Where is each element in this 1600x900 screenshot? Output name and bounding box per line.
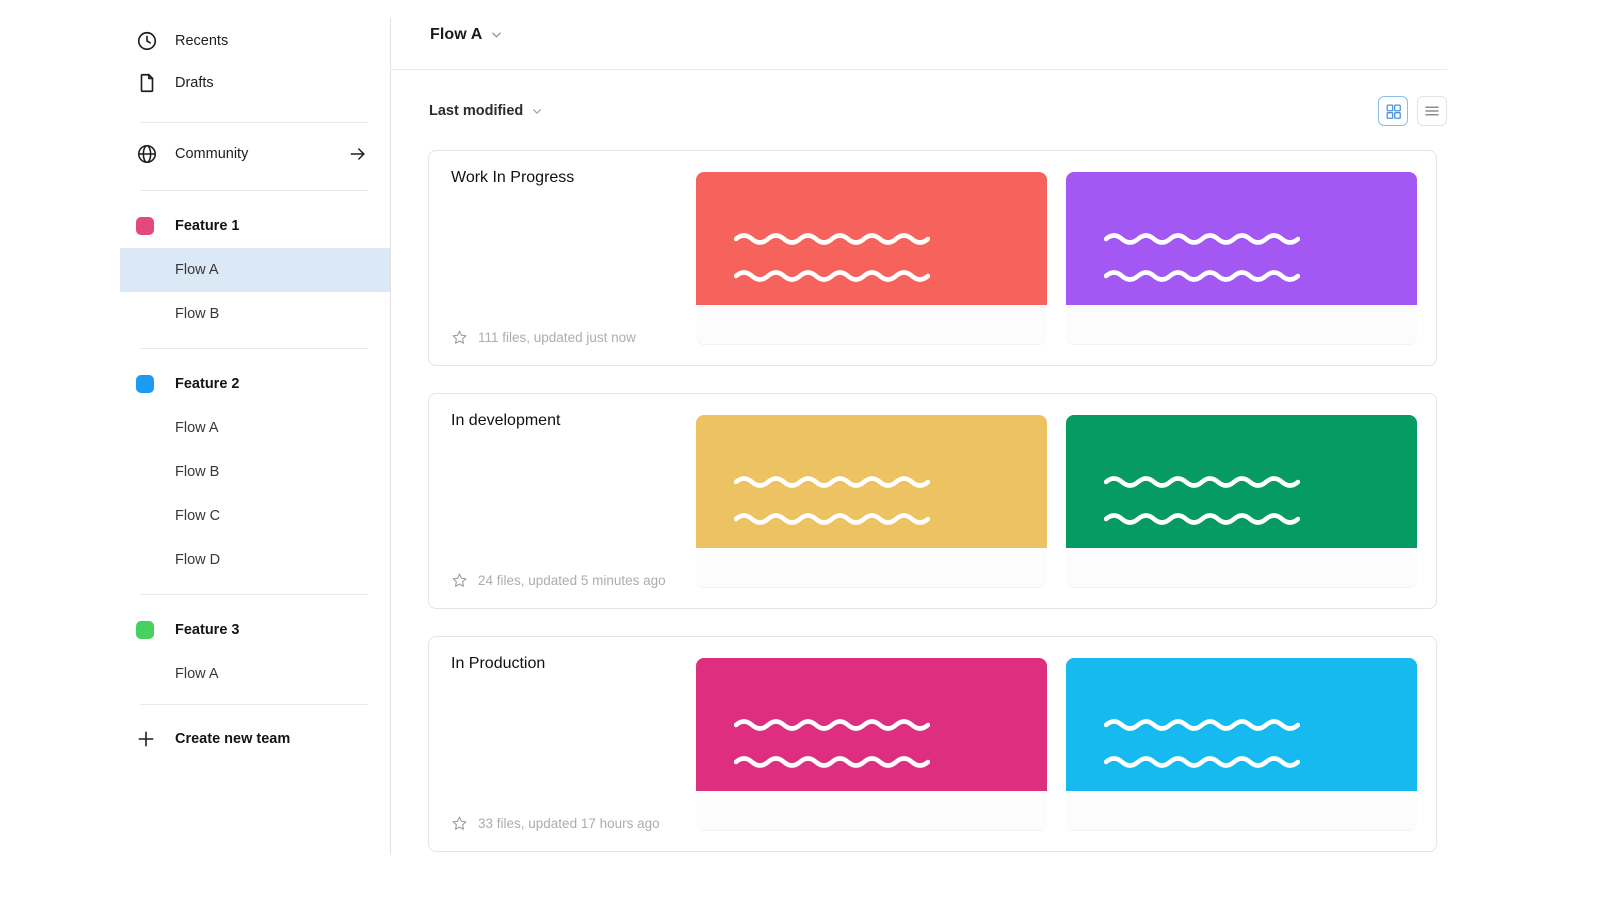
team-color-swatch [136, 217, 154, 235]
file-thumbnail[interactable] [1066, 658, 1417, 831]
project-title: In development [451, 412, 561, 429]
star-icon[interactable] [451, 329, 468, 346]
squiggle-line [734, 476, 930, 488]
sidebar-divider [140, 704, 368, 705]
squiggle-line [1104, 476, 1300, 488]
file-thumbnail[interactable] [1066, 415, 1417, 588]
flow-label: Flow C [175, 508, 221, 524]
sidebar-item-feature2-flow-d[interactable]: Flow D [120, 538, 390, 582]
sidebar-item-feature1-flow-a[interactable]: Flow A [120, 248, 390, 292]
team-name: Feature 1 [175, 218, 240, 234]
project-title: In Production [451, 655, 546, 672]
create-team-label: Create new team [175, 731, 291, 747]
create-new-team-button[interactable]: Create new team [0, 718, 390, 760]
sidebar-divider [140, 122, 368, 123]
thumbnails [696, 658, 1417, 831]
sidebar-divider [140, 190, 368, 191]
sidebar: Recents Drafts Community Feature 1 Flow … [0, 0, 390, 900]
star-icon[interactable] [451, 572, 468, 589]
sidebar-item-label: Recents [175, 33, 229, 49]
project-title: Work In Progress [451, 169, 575, 186]
squiggle-line [1104, 719, 1300, 731]
document-icon [136, 72, 158, 94]
thumbnail-footer [1066, 791, 1417, 831]
page-title[interactable]: Flow A [430, 25, 483, 43]
sidebar-item-recents[interactable]: Recents [0, 20, 390, 62]
sidebar-team-feature-2[interactable]: Feature 2 [0, 362, 390, 406]
sidebar-item-drafts[interactable]: Drafts [0, 62, 390, 104]
project-meta-text: 111 files, updated just now [478, 330, 636, 345]
main-content: Flow A Last modified Work In Progress [391, 0, 1447, 852]
squiggle-line [1104, 513, 1300, 525]
view-toggles [1378, 96, 1447, 126]
clock-icon [136, 30, 158, 52]
thumbnails [696, 415, 1417, 588]
project-card-in-production[interactable]: In Production 33 files, updated 17 hours… [428, 636, 1437, 852]
sidebar-main-divider [390, 18, 391, 855]
file-thumbnail[interactable] [1066, 172, 1417, 345]
sidebar-item-feature2-flow-c[interactable]: Flow C [120, 494, 390, 538]
thumbnail-footer [696, 791, 1047, 831]
team-name: Feature 2 [175, 376, 240, 392]
sidebar-item-feature2-flow-a[interactable]: Flow A [120, 406, 390, 450]
list-view-button[interactable] [1417, 96, 1447, 126]
flow-label: Flow A [175, 666, 219, 682]
file-thumbnail[interactable] [696, 415, 1047, 588]
squiggle-line [734, 513, 930, 525]
sidebar-team-feature-3[interactable]: Feature 3 [0, 608, 390, 652]
squiggle-line [734, 233, 930, 245]
chevron-down-icon [532, 108, 542, 115]
sidebar-item-label: Community [175, 146, 249, 162]
sort-label: Last modified [429, 103, 524, 119]
flow-label: Flow A [175, 420, 219, 436]
squiggle-line [734, 270, 930, 282]
toolbar: Last modified [391, 96, 1447, 126]
squiggle-line [1104, 756, 1300, 768]
sidebar-item-label: Drafts [175, 75, 214, 91]
project-list: Work In Progress 111 files, updated just… [391, 150, 1447, 852]
team-name: Feature 3 [175, 622, 240, 638]
sidebar-item-feature1-flow-b[interactable]: Flow B [120, 292, 390, 336]
sidebar-item-feature2-flow-b[interactable]: Flow B [120, 450, 390, 494]
project-meta: 111 files, updated just now [451, 329, 636, 346]
chevron-down-icon[interactable] [491, 31, 502, 39]
thumbnail-footer [696, 305, 1047, 345]
sort-dropdown[interactable]: Last modified [429, 103, 542, 119]
project-card-work-in-progress[interactable]: Work In Progress 111 files, updated just… [428, 150, 1437, 366]
thumbnail-footer [696, 548, 1047, 588]
squiggle-line [734, 756, 930, 768]
sidebar-divider [140, 594, 368, 595]
flow-label: Flow B [175, 464, 220, 480]
thumbnails [696, 172, 1417, 345]
project-meta-text: 33 files, updated 17 hours ago [478, 816, 660, 831]
squiggle-line [734, 719, 930, 731]
flow-label: Flow B [175, 306, 220, 322]
star-icon[interactable] [451, 815, 468, 832]
file-thumbnail[interactable] [696, 172, 1047, 345]
flow-label: Flow A [175, 262, 219, 278]
project-meta: 33 files, updated 17 hours ago [451, 815, 660, 832]
globe-icon [136, 143, 158, 165]
arrow-right-icon[interactable] [348, 144, 368, 164]
project-card-in-development[interactable]: In development 24 files, updated 5 minut… [428, 393, 1437, 609]
sidebar-divider [140, 348, 368, 349]
team-color-swatch [136, 375, 154, 393]
project-meta-text: 24 files, updated 5 minutes ago [478, 573, 666, 588]
main-header: Flow A [391, 0, 1447, 70]
sidebar-item-community[interactable]: Community [0, 133, 390, 175]
file-thumbnail[interactable] [696, 658, 1047, 831]
squiggle-line [1104, 233, 1300, 245]
squiggle-line [1104, 270, 1300, 282]
sidebar-team-feature-1[interactable]: Feature 1 [0, 204, 390, 248]
sidebar-item-feature3-flow-a[interactable]: Flow A [120, 652, 390, 696]
team-color-swatch [136, 621, 154, 639]
flow-label: Flow D [175, 552, 221, 568]
grid-view-button[interactable] [1378, 96, 1408, 126]
plus-icon [136, 729, 156, 749]
thumbnail-footer [1066, 305, 1417, 345]
project-meta: 24 files, updated 5 minutes ago [451, 572, 666, 589]
thumbnail-footer [1066, 548, 1417, 588]
